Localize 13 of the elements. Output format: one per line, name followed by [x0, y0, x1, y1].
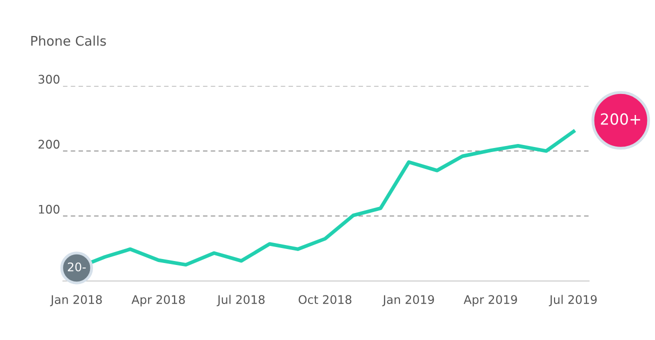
y-tick-label: 300: [38, 74, 60, 84]
x-tick-label: Jan 2018: [50, 295, 102, 306]
x-tick-label: Jul 2018: [216, 294, 265, 306]
x-tick-label: Apr 2018: [132, 295, 185, 306]
y-tick-label: 200: [38, 140, 60, 149]
chart-title: Phone Calls: [31, 36, 106, 46]
x-tick-label: Apr 2019: [464, 295, 517, 306]
x-tick-label: Oct 2018: [298, 295, 352, 304]
x-tick-label: Jan 2019: [382, 295, 434, 306]
annotation: 20-: [68, 262, 86, 272]
annotation: 200+: [600, 113, 640, 125]
y-tick-label: 100: [38, 204, 60, 214]
x-tick-label: Jul 2019: [548, 294, 597, 306]
